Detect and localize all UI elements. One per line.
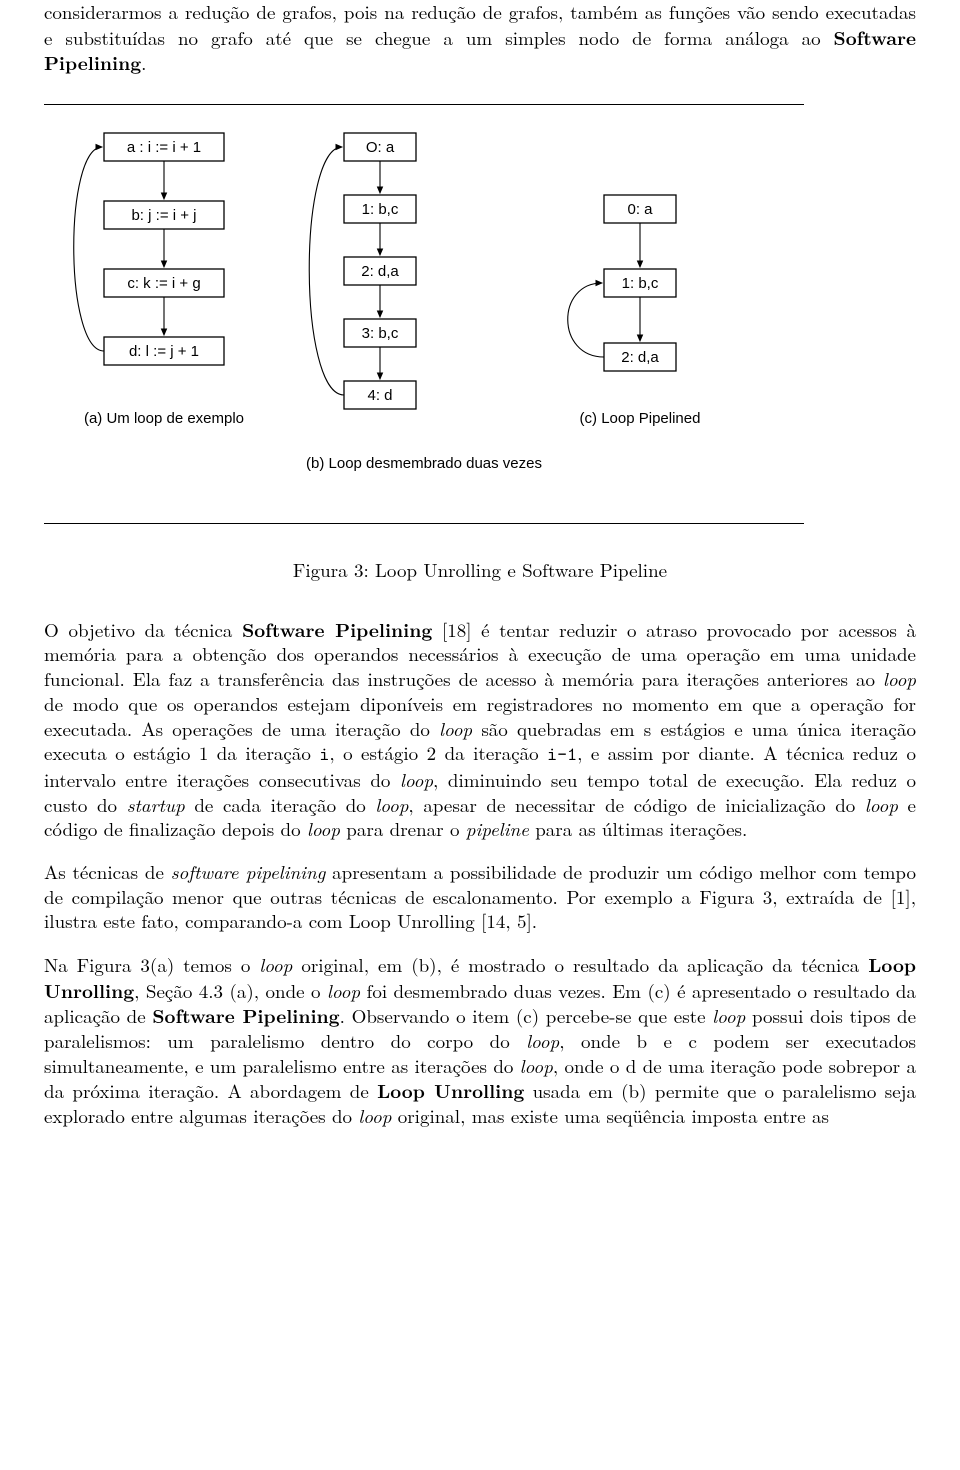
- p2-i2: loop: [439, 715, 472, 742]
- label-a: (a) Um loop de exemplo: [84, 410, 244, 427]
- node-c-1: 1: b,c: [622, 275, 659, 292]
- p4-m2: , Seção 4.3 (a), onde o: [134, 977, 327, 1004]
- p2-tt1: i: [319, 742, 329, 767]
- figure-3: a : i := i + 1 b: j := i + j c: k := i +…: [44, 104, 916, 583]
- paragraph-3: As técnicas de software pipelining apres…: [44, 860, 916, 934]
- node-a-3: d: l := j + 1: [129, 343, 199, 360]
- node-b-2: 2: d,a: [361, 263, 399, 280]
- p2-lead: O objetivo da técnica: [44, 616, 242, 643]
- node-b-1: 1: b,c: [362, 201, 399, 218]
- p3-lead: As técnicas de: [44, 858, 171, 885]
- node-b-0: O: a: [366, 139, 395, 156]
- paragraph-4: Na Figura 3(a) temos o loop original, em…: [44, 952, 916, 1129]
- node-a-0: a : i := i + 1: [127, 139, 201, 156]
- p2-m4: , o estágio 2 da iteração: [329, 739, 547, 766]
- p2-m10: para drenar o: [340, 815, 466, 842]
- p2-i6: loop: [865, 791, 898, 818]
- p4-b2: Software Pipelining: [152, 1001, 339, 1029]
- figure-caption: Figura 3: Loop Unrolling e Software Pipe…: [44, 558, 916, 583]
- p4-b3: Loop Unrolling: [377, 1076, 524, 1104]
- col-c: 0: a 1: b,c 2: d,a (c) Loop Pipelined: [568, 195, 701, 427]
- p4-i6: loop: [358, 1102, 391, 1129]
- col-b: O: a 1: b,c 2: d,a 3: b,c 4: d: [309, 133, 416, 409]
- p4-m9: original, mas existe uma seqüência impos…: [391, 1102, 829, 1129]
- p4-i5: loop: [520, 1052, 553, 1079]
- figure-diagram: a : i := i + 1 b: j := i + j c: k := i +…: [44, 105, 804, 523]
- node-c-0: 0: a: [627, 201, 653, 218]
- col-a: a : i := i + 1 b: j := i + j c: k := i +…: [74, 133, 244, 427]
- p4-i1: loop: [259, 951, 292, 978]
- figure-bottom-rule: [44, 523, 804, 524]
- intro-text: considerarmos a redução de grafos, pois …: [44, 0, 916, 51]
- p2-m11: para as últimas iterações.: [529, 815, 747, 842]
- node-a-1: b: j := i + j: [131, 207, 196, 224]
- p2-i8: pipeline: [466, 815, 529, 842]
- node-b-3: 3: b,c: [362, 325, 399, 342]
- label-b: (b) Loop desmembrado duas vezes: [306, 455, 542, 472]
- p2-i4: startup: [127, 791, 185, 818]
- p2-i7: loop: [307, 815, 340, 842]
- p2-i1: loop: [883, 665, 916, 692]
- p2-m8: , apesar de necessitar de código de inic…: [408, 791, 864, 818]
- p4-i2: loop: [327, 977, 360, 1004]
- p4-i3: loop: [712, 1002, 745, 1029]
- p2-i3: loop: [400, 766, 433, 793]
- node-c-2: 2: d,a: [621, 349, 659, 366]
- p4-m4: . Observando o item (c) percebe-se que e…: [340, 1002, 713, 1029]
- node-b-4: 4: d: [367, 387, 392, 404]
- p2-b1: Software Pipelining: [242, 615, 432, 643]
- node-a-2: c: k := i + g: [127, 275, 200, 292]
- paragraph-2: O objetivo da técnica Software Pipelinin…: [44, 617, 916, 842]
- p4-lead: Na Figura 3(a) temos o: [44, 951, 259, 978]
- p2-tt2: i-1: [547, 742, 577, 767]
- intro-tail: .: [141, 49, 146, 76]
- p3-i1: software pipelining: [171, 858, 326, 885]
- p2-i5: loop: [375, 791, 408, 818]
- label-c: (c) Loop Pipelined: [580, 410, 701, 427]
- intro-paragraph: considerarmos a redução de grafos, pois …: [44, 0, 916, 76]
- p2-m7: de cada iteração do: [185, 791, 376, 818]
- p4-m1: original, em (b), é mostrado o resultado…: [292, 951, 868, 978]
- p4-i4: loop: [526, 1027, 559, 1054]
